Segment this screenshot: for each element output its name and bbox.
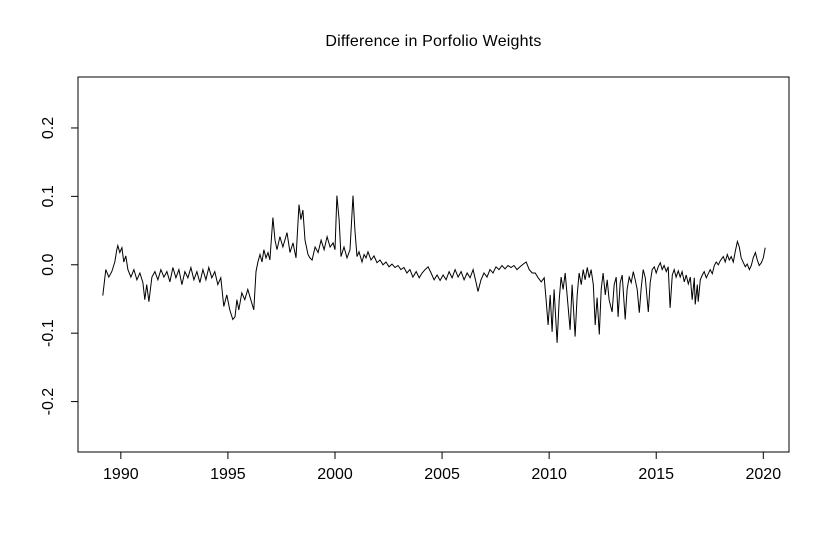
x-axis-tick-label: 2000 bbox=[317, 466, 353, 483]
x-axis-tick-label: 2015 bbox=[638, 466, 674, 483]
x-axis-tick-label: 2010 bbox=[531, 466, 567, 483]
x-axis-tick-label: 2020 bbox=[746, 466, 782, 483]
x-axis-tick-label: 1995 bbox=[210, 466, 246, 483]
series-line bbox=[102, 195, 766, 343]
chart-title: Difference in Porfolio Weights bbox=[325, 33, 542, 50]
y-axis-tick-label: 0.1 bbox=[40, 185, 57, 207]
y-axis-tick-label: -0.1 bbox=[40, 319, 57, 347]
plot-frame bbox=[77, 76, 790, 453]
x-axis-tick-label: 2005 bbox=[424, 466, 460, 483]
y-axis-tick-label: 0.2 bbox=[40, 117, 57, 139]
y-axis-tick-label: -0.2 bbox=[40, 388, 57, 416]
y-axis-tick-label: 0.0 bbox=[40, 254, 57, 276]
x-axis-tick-label: 1990 bbox=[103, 466, 139, 483]
